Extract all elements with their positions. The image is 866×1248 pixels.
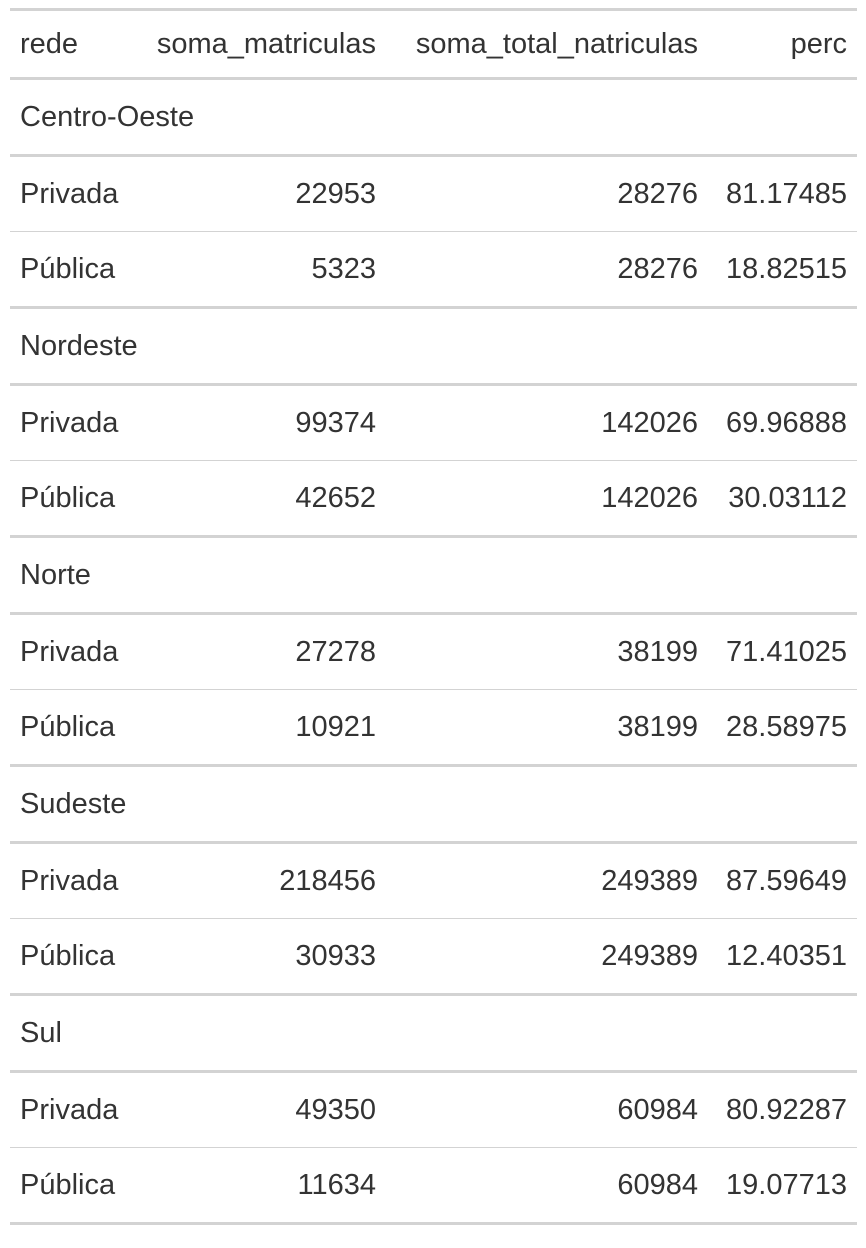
table-row: Privada 27278 38199 71.41025 bbox=[10, 613, 857, 690]
cell-soma-total-natriculas: 60984 bbox=[386, 1147, 708, 1225]
table-row: Pública 10921 38199 28.58975 bbox=[10, 689, 857, 767]
cell-soma-matriculas: 218456 bbox=[127, 842, 386, 919]
table-row: Pública 11634 60984 19.07713 bbox=[10, 1147, 857, 1225]
column-header-soma-total-natriculas: soma_total_natriculas bbox=[386, 8, 708, 80]
cell-rede: Pública bbox=[10, 1147, 127, 1225]
cell-soma-matriculas: 30933 bbox=[127, 918, 386, 996]
cell-rede: Privada bbox=[10, 1071, 127, 1148]
cell-soma-matriculas: 27278 bbox=[127, 613, 386, 690]
cell-soma-total-natriculas: 60984 bbox=[386, 1071, 708, 1148]
data-table: rede soma_matriculas soma_total_natricul… bbox=[10, 8, 857, 1225]
cell-soma-total-natriculas: 28276 bbox=[386, 155, 708, 232]
cell-rede: Pública bbox=[10, 689, 127, 767]
cell-perc: 80.92287 bbox=[708, 1071, 857, 1148]
column-header-perc: perc bbox=[708, 8, 857, 80]
table-row: Privada 22953 28276 81.17485 bbox=[10, 155, 857, 232]
cell-perc: 30.03112 bbox=[708, 460, 857, 538]
group-row-centro-oeste: Centro-Oeste bbox=[10, 78, 857, 157]
group-row-sul: Sul bbox=[10, 994, 857, 1073]
cell-soma-total-natriculas: 142026 bbox=[386, 460, 708, 538]
cell-rede: Privada bbox=[10, 842, 127, 919]
cell-rede: Pública bbox=[10, 460, 127, 538]
cell-rede: Privada bbox=[10, 613, 127, 690]
column-header-soma-matriculas: soma_matriculas bbox=[127, 8, 386, 80]
cell-perc: 81.17485 bbox=[708, 155, 857, 232]
table-container: rede soma_matriculas soma_total_natricul… bbox=[10, 8, 857, 1225]
table-row: Privada 49350 60984 80.92287 bbox=[10, 1071, 857, 1148]
cell-rede: Privada bbox=[10, 384, 127, 461]
cell-soma-total-natriculas: 38199 bbox=[386, 613, 708, 690]
cell-soma-matriculas: 11634 bbox=[127, 1147, 386, 1225]
table-row: Privada 99374 142026 69.96888 bbox=[10, 384, 857, 461]
group-label: Nordeste bbox=[10, 307, 857, 386]
group-label: Norte bbox=[10, 536, 857, 615]
cell-soma-matriculas: 22953 bbox=[127, 155, 386, 232]
cell-perc: 12.40351 bbox=[708, 918, 857, 996]
group-row-sudeste: Sudeste bbox=[10, 765, 857, 844]
cell-soma-matriculas: 99374 bbox=[127, 384, 386, 461]
group-label: Centro-Oeste bbox=[10, 78, 857, 157]
cell-soma-matriculas: 49350 bbox=[127, 1071, 386, 1148]
cell-soma-total-natriculas: 249389 bbox=[386, 842, 708, 919]
cell-soma-total-natriculas: 142026 bbox=[386, 384, 708, 461]
cell-soma-total-natriculas: 249389 bbox=[386, 918, 708, 996]
table-row: Privada 218456 249389 87.59649 bbox=[10, 842, 857, 919]
group-label: Sul bbox=[10, 994, 857, 1073]
cell-rede: Privada bbox=[10, 155, 127, 232]
cell-perc: 71.41025 bbox=[708, 613, 857, 690]
cell-soma-matriculas: 10921 bbox=[127, 689, 386, 767]
group-row-norte: Norte bbox=[10, 536, 857, 615]
cell-perc: 28.58975 bbox=[708, 689, 857, 767]
cell-perc: 19.07713 bbox=[708, 1147, 857, 1225]
cell-perc: 87.59649 bbox=[708, 842, 857, 919]
header-row: rede soma_matriculas soma_total_natricul… bbox=[10, 8, 857, 80]
cell-rede: Pública bbox=[10, 231, 127, 309]
cell-perc: 69.96888 bbox=[708, 384, 857, 461]
cell-perc: 18.82515 bbox=[708, 231, 857, 309]
group-label: Sudeste bbox=[10, 765, 857, 844]
cell-soma-matriculas: 42652 bbox=[127, 460, 386, 538]
table-row: Pública 42652 142026 30.03112 bbox=[10, 460, 857, 538]
table-row: Pública 30933 249389 12.40351 bbox=[10, 918, 857, 996]
table-row: Pública 5323 28276 18.82515 bbox=[10, 231, 857, 309]
group-row-nordeste: Nordeste bbox=[10, 307, 857, 386]
cell-soma-total-natriculas: 38199 bbox=[386, 689, 708, 767]
cell-rede: Pública bbox=[10, 918, 127, 996]
cell-soma-total-natriculas: 28276 bbox=[386, 231, 708, 309]
column-header-rede: rede bbox=[10, 8, 127, 80]
cell-soma-matriculas: 5323 bbox=[127, 231, 386, 309]
